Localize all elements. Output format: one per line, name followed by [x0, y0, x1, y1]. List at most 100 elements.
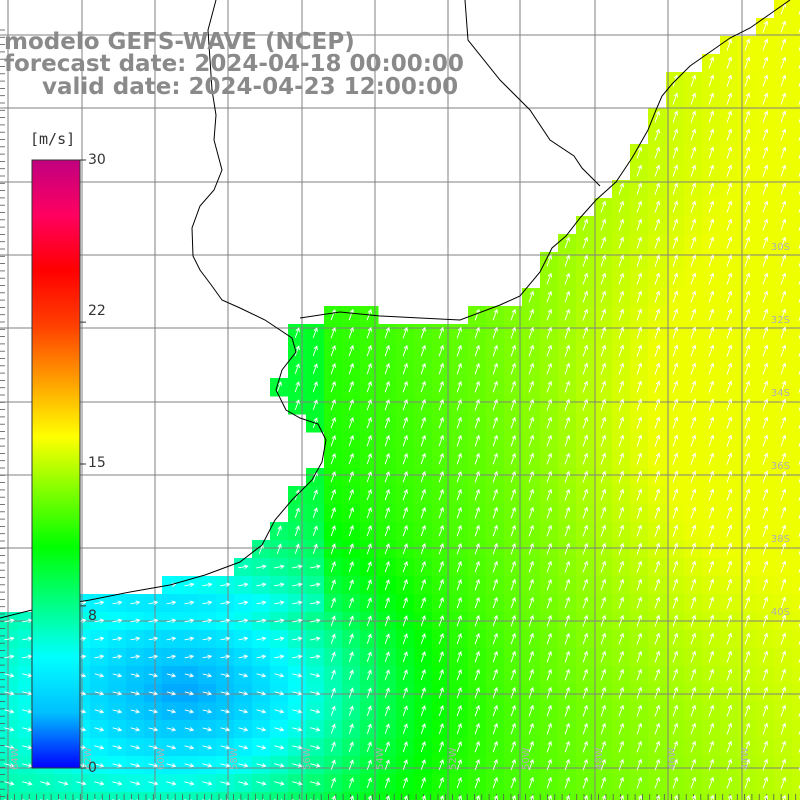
wind-arrow	[582, 758, 588, 771]
wind-arrow	[384, 705, 390, 717]
wind-arrow	[654, 524, 661, 537]
wind-arrow	[726, 686, 733, 699]
speed-cell	[162, 792, 181, 800]
wind-arrow	[529, 794, 534, 800]
wind-arrow	[780, 344, 787, 357]
wind-arrow	[744, 578, 751, 591]
wind-arrow	[420, 597, 426, 609]
wind-arrow	[654, 416, 661, 429]
wind-arrow	[457, 795, 462, 800]
wind-arrow	[474, 632, 480, 645]
wind-arrow	[762, 506, 769, 519]
wind-arrow	[510, 560, 516, 573]
speed-cell	[792, 216, 800, 235]
wind-arrow	[600, 758, 606, 771]
wind-arrow	[672, 668, 679, 681]
wind-arrow	[438, 741, 444, 753]
wind-arrow	[582, 560, 589, 573]
wind-arrow	[726, 272, 733, 285]
wind-arrow	[330, 723, 336, 734]
wind-arrow	[384, 651, 390, 663]
wind-arrow	[130, 673, 141, 678]
lat-label: 34S	[771, 388, 790, 399]
wind-arrow	[564, 434, 571, 447]
wind-arrow	[402, 524, 408, 537]
wind-arrow	[220, 745, 231, 750]
wind-arrow	[744, 452, 751, 465]
wind-arrow	[690, 434, 697, 447]
wind-arrow	[402, 723, 408, 735]
wind-arrow	[744, 128, 751, 141]
wind-arrow	[708, 542, 715, 555]
wind-arrow	[708, 470, 715, 483]
wind-arrow	[744, 686, 751, 699]
lat-label: 38S	[771, 534, 790, 545]
wind-arrow	[744, 326, 751, 339]
wind-arrow	[744, 542, 751, 555]
wind-arrow	[348, 417, 354, 429]
wind-arrow	[618, 326, 625, 339]
wind-arrow	[546, 524, 553, 537]
wind-arrow	[582, 506, 589, 519]
wind-arrow	[762, 164, 769, 177]
wind-arrow	[474, 470, 480, 483]
wind-arrow	[654, 380, 661, 393]
coastline-north	[299, 0, 791, 321]
wind-arrow	[510, 578, 516, 591]
wind-arrow	[528, 578, 534, 591]
wind-arrow	[438, 326, 444, 339]
wind-arrow	[420, 687, 426, 699]
wind-arrow	[330, 453, 336, 465]
wind-arrow	[348, 597, 354, 609]
wind-arrow	[582, 254, 589, 267]
speed-cell	[792, 306, 800, 325]
wind-arrow	[130, 600, 141, 606]
wind-arrow	[492, 758, 498, 771]
wind-arrow	[202, 654, 213, 660]
wind-arrow	[402, 506, 408, 519]
wind-arrow	[276, 543, 282, 554]
wind-arrow	[348, 561, 354, 573]
wind-arrow	[600, 488, 607, 501]
wind-arrow	[780, 740, 787, 753]
wind-arrow	[528, 542, 534, 555]
speed-cell	[792, 252, 800, 271]
lon-label: 58W	[229, 747, 240, 770]
wind-arrow	[762, 74, 769, 87]
wind-arrow	[762, 542, 769, 555]
speed-cell	[18, 792, 37, 800]
wind-arrow	[654, 146, 661, 159]
wind-arrow	[780, 560, 787, 573]
wind-arrow	[654, 236, 661, 249]
wind-arrow	[348, 579, 354, 591]
wind-arrow	[762, 326, 769, 339]
wind-arrow	[456, 344, 462, 357]
wind-arrow	[528, 650, 534, 663]
wind-arrow	[294, 525, 300, 536]
wind-arrow	[636, 668, 643, 681]
wind-arrow	[348, 759, 354, 770]
wind-arrow	[546, 578, 552, 591]
wind-arrow	[762, 560, 769, 573]
wind-arrow	[202, 618, 213, 624]
wind-arrow	[274, 618, 285, 624]
wind-arrow	[220, 781, 231, 786]
wind-arrow	[708, 416, 715, 429]
speed-cell	[792, 630, 800, 649]
wind-arrow	[601, 794, 606, 800]
wind-arrow	[492, 524, 498, 537]
wind-arrow	[654, 578, 661, 591]
wind-arrow	[420, 542, 426, 555]
wind-arrow	[546, 434, 553, 447]
wind-arrow	[384, 326, 390, 339]
wind-arrow	[349, 795, 354, 800]
wind-arrow	[510, 506, 516, 519]
wind-arrow	[690, 560, 697, 573]
wind-arrow	[744, 740, 751, 753]
wind-arrow	[528, 434, 535, 447]
speed-cell	[792, 684, 800, 703]
wind-arrow	[672, 110, 679, 123]
wind-arrow	[744, 254, 751, 267]
wind-arrow	[438, 452, 444, 465]
